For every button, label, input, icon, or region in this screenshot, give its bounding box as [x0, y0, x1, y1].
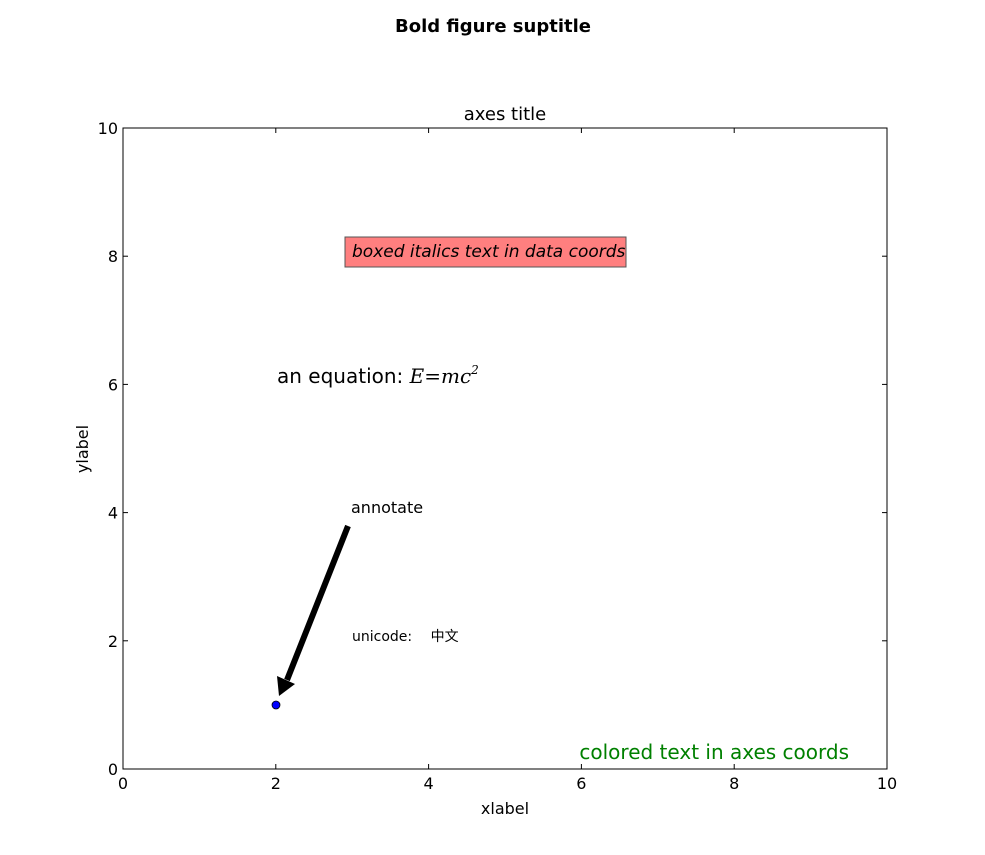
- plot-area: [122, 127, 888, 770]
- boxed-text-background: [344, 236, 627, 268]
- x-tick-label: 8: [729, 774, 739, 793]
- unicode-label: unicode:: [352, 629, 417, 645]
- y-tick-label: 0: [108, 760, 118, 779]
- x-tick-label: 2: [271, 774, 281, 793]
- unicode-text: unicode: 中文: [352, 629, 459, 645]
- y-tick-label: 4: [108, 504, 118, 523]
- x-tick-label: 0: [118, 774, 128, 793]
- equation-math: E=mc: [409, 364, 472, 388]
- annotate-arrow-shaft: [284, 524, 351, 682]
- y-tick-label: 2: [108, 632, 118, 651]
- x-tick-label: 6: [576, 774, 586, 793]
- x-axis-label: xlabel: [481, 799, 529, 818]
- data-point: [271, 700, 281, 710]
- equation-label: an equation:: [277, 364, 410, 388]
- y-tick-label: 10: [98, 119, 118, 138]
- figure-suptitle: Bold figure suptitle: [395, 16, 591, 37]
- boxed-italics-text: boxed italics text in data coords: [352, 242, 626, 262]
- annotate-arrow-head: [277, 676, 295, 696]
- x-tick-label: 4: [424, 774, 434, 793]
- unicode-chars: 中文: [431, 629, 459, 645]
- annotate-text: annotate: [351, 498, 423, 517]
- colored-axes-text: colored text in axes coords: [579, 740, 849, 764]
- axes-title: axes title: [464, 104, 547, 125]
- equation-superscript: 2: [470, 363, 479, 377]
- y-tick-label: 6: [108, 375, 118, 394]
- equation-text: an equation: E=mc2: [277, 363, 479, 388]
- y-tick-label: 8: [108, 247, 118, 266]
- y-axis-label: ylabel: [73, 425, 92, 473]
- axis-ticks: 0 2 4 6 8 10 0 2 4 6 8 10: [98, 119, 898, 793]
- x-tick-label: 10: [877, 774, 897, 793]
